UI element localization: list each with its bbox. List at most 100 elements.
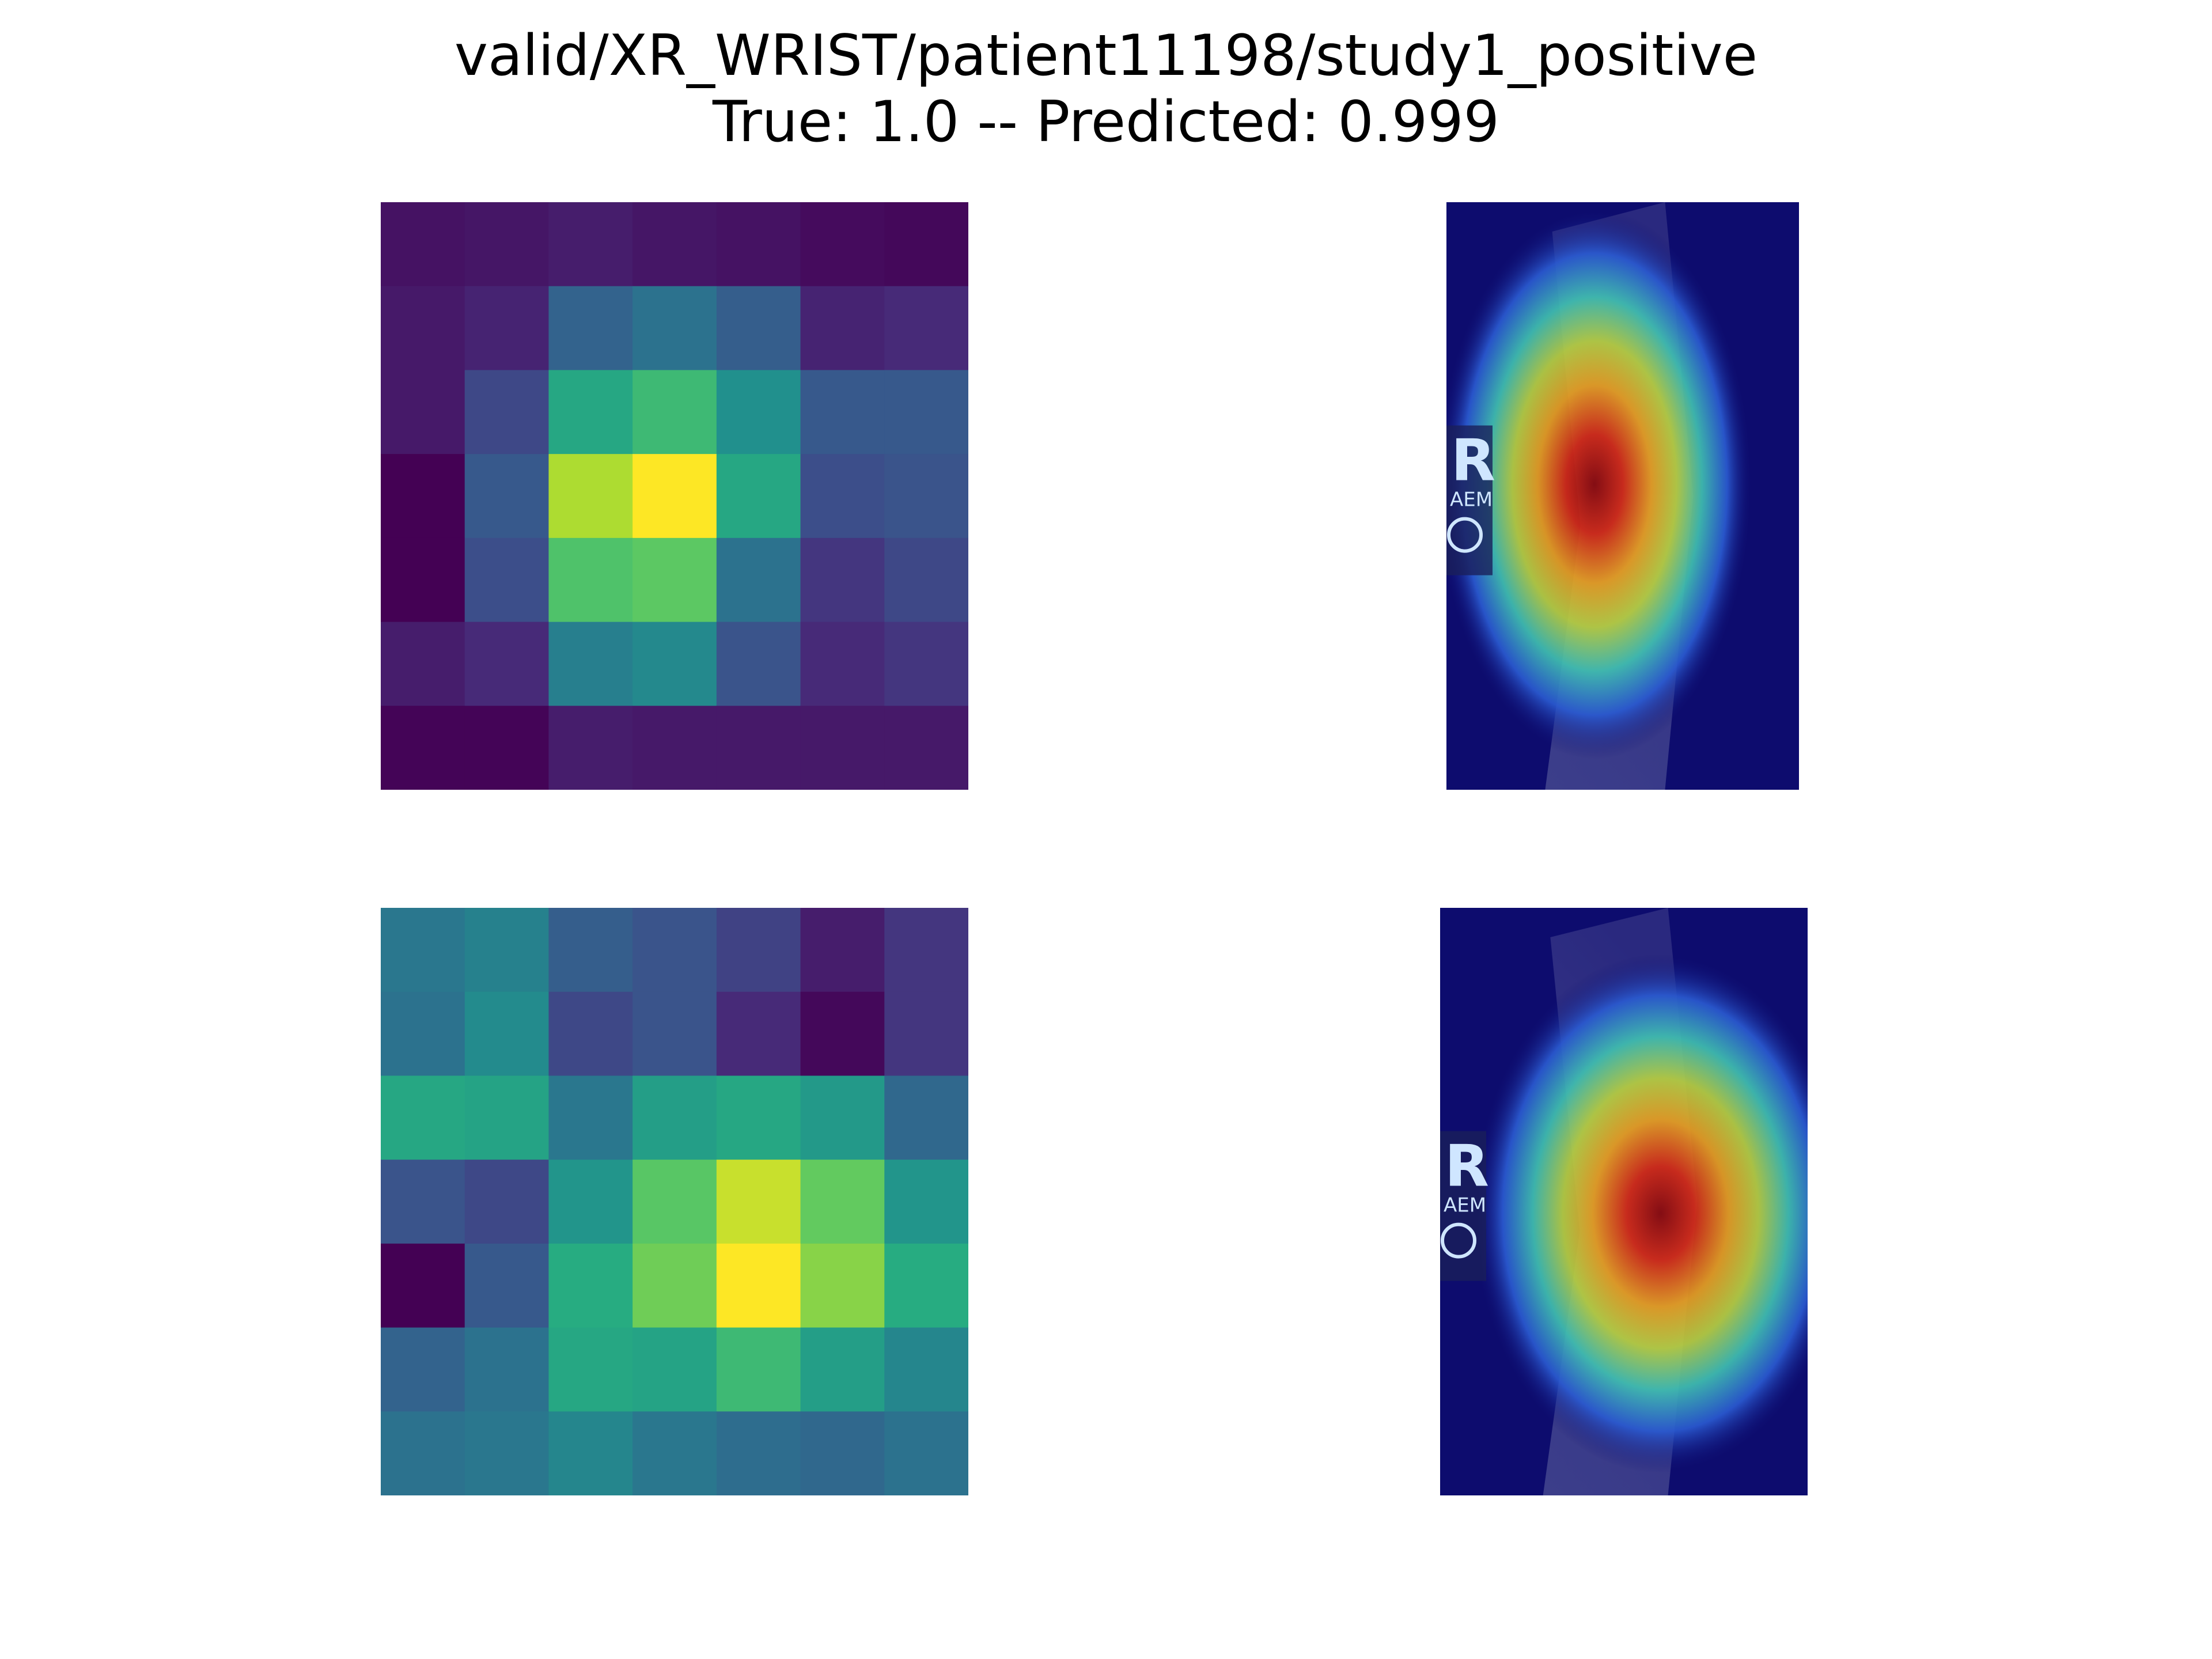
heatmap-bottom-cell-r5-c6 <box>884 1327 968 1412</box>
heatmap-top-cell-r3-c0 <box>381 454 465 539</box>
heatmap-top-cell-r5-c4 <box>716 622 801 706</box>
xray-overlay-top: R AEM <box>1446 202 1799 790</box>
heatmap-top-cell-r4-c1 <box>464 537 549 623</box>
heatmap-top-cell-r2-c3 <box>632 370 717 454</box>
heatmap-bottom-cell-r3-c0 <box>381 1160 465 1244</box>
overlay-bottom-activation-hotspot <box>1472 953 1808 1474</box>
heatmap-bottom-cell-r0-c3 <box>632 908 717 993</box>
heatmap-top <box>381 202 968 790</box>
heatmap-top-cell-r2-c0 <box>381 370 465 454</box>
heatmap-bottom-cell-r1-c3 <box>632 991 717 1076</box>
heatmap-top-cell-r5-c2 <box>548 622 633 706</box>
heatmap-top-cell-r1-c5 <box>800 286 885 370</box>
heatmap-bottom-cell-r2-c3 <box>632 1075 717 1160</box>
heatmap-top-cell-r3-c2 <box>548 454 633 539</box>
heatmap-bottom <box>381 908 968 1495</box>
heatmap-bottom-cell-r1-c2 <box>548 991 633 1076</box>
title-line-2: True: 1.0 -- Predicted: 0.999 <box>713 89 1499 155</box>
heatmap-bottom-cell-r1-c1 <box>464 991 549 1076</box>
heatmap-top-cell-r3-c6 <box>884 454 968 539</box>
heatmap-bottom-cell-r6-c2 <box>548 1411 633 1495</box>
heatmap-bottom-cell-r1-c5 <box>800 991 885 1076</box>
heatmap-top-cell-r5-c3 <box>632 622 717 706</box>
heatmap-bottom-cell-r5-c0 <box>381 1327 465 1412</box>
heatmap-top-cell-r1-c4 <box>716 286 801 370</box>
heatmap-bottom-cell-r2-c6 <box>884 1075 968 1160</box>
heatmap-top-cell-r2-c5 <box>800 370 885 454</box>
heatmap-top-cell-r2-c4 <box>716 370 801 454</box>
figure-title: valid/XR_WRIST/patient11198/study1_posit… <box>0 23 2212 156</box>
heatmap-top-cell-r1-c3 <box>632 286 717 370</box>
heatmap-top-cell-r3-c3 <box>632 454 717 539</box>
heatmap-bottom-cell-r5-c1 <box>464 1327 549 1412</box>
heatmap-bottom-cell-r5-c4 <box>716 1327 801 1412</box>
heatmap-top-cell-r0-c5 <box>800 202 885 287</box>
heatmap-top-cell-r6-c4 <box>716 706 801 790</box>
heatmap-bottom-cell-r6-c4 <box>716 1411 801 1495</box>
heatmap-top-cell-r0-c6 <box>884 202 968 287</box>
heatmap-bottom-cell-r2-c0 <box>381 1075 465 1160</box>
heatmap-bottom-cell-r4-c3 <box>632 1243 717 1328</box>
heatmap-top-cell-r5-c0 <box>381 622 465 706</box>
heatmap-bottom-cell-r1-c0 <box>381 991 465 1076</box>
heatmap-top-cell-r6-c0 <box>381 706 465 790</box>
overlay-top-marker-letter: R <box>1451 427 1495 494</box>
xray-overlay-bottom: R AEM <box>1440 908 1808 1495</box>
heatmap-bottom-cell-r4-c4 <box>716 1243 801 1328</box>
heatmap-top-cell-r2-c6 <box>884 370 968 454</box>
heatmap-top-cell-r0-c1 <box>464 202 549 287</box>
heatmap-top-cell-r4-c4 <box>716 537 801 623</box>
overlay-bottom-marker-sub: AEM <box>1444 1194 1486 1217</box>
heatmap-top-cell-r3-c5 <box>800 454 885 539</box>
heatmap-top-cell-r6-c2 <box>548 706 633 790</box>
heatmap-bottom-cell-r3-c4 <box>716 1160 801 1244</box>
heatmap-top-cell-r1-c1 <box>464 286 549 370</box>
heatmap-bottom-cell-r4-c1 <box>464 1243 549 1328</box>
heatmap-bottom-cell-r1-c4 <box>716 991 801 1076</box>
heatmap-bottom-cell-r6-c6 <box>884 1411 968 1495</box>
heatmap-bottom-cell-r3-c6 <box>884 1160 968 1244</box>
heatmap-top-cell-r0-c3 <box>632 202 717 287</box>
heatmap-top-cell-r1-c6 <box>884 286 968 370</box>
heatmap-bottom-cell-r3-c2 <box>548 1160 633 1244</box>
heatmap-bottom-cell-r0-c2 <box>548 908 633 993</box>
heatmap-bottom-cell-r0-c1 <box>464 908 549 993</box>
overlay-top-activation-hotspot <box>1446 209 1753 759</box>
heatmap-bottom-cell-r0-c6 <box>884 908 968 993</box>
heatmap-top-cell-r4-c5 <box>800 537 885 623</box>
heatmap-top-cell-r4-c2 <box>548 537 633 623</box>
heatmap-bottom-cell-r3-c1 <box>464 1160 549 1244</box>
heatmap-top-svg <box>381 202 968 790</box>
overlay-top-marker-sub: AEM <box>1450 488 1493 512</box>
heatmap-top-cell-r4-c0 <box>381 537 465 623</box>
title-line-1: valid/XR_WRIST/patient11198/study1_posit… <box>454 23 1758 89</box>
heatmap-top-cell-r4-c6 <box>884 537 968 623</box>
heatmap-top-cell-r6-c1 <box>464 706 549 790</box>
heatmap-top-cell-r5-c6 <box>884 622 968 706</box>
heatmap-bottom-cell-r3-c3 <box>632 1160 717 1244</box>
heatmap-bottom-cell-r5-c5 <box>800 1327 885 1412</box>
heatmap-bottom-cell-r2-c1 <box>464 1075 549 1160</box>
heatmap-bottom-cell-r4-c5 <box>800 1243 885 1328</box>
heatmap-top-cell-r1-c2 <box>548 286 633 370</box>
heatmap-top-cell-r1-c0 <box>381 286 465 370</box>
heatmap-top-cell-r5-c1 <box>464 622 549 706</box>
heatmap-bottom-cell-r2-c5 <box>800 1075 885 1160</box>
heatmap-bottom-cell-r3-c5 <box>800 1160 885 1244</box>
overlay-bottom-marker-circle <box>1441 1222 1476 1259</box>
heatmap-bottom-cell-r6-c0 <box>381 1411 465 1495</box>
heatmap-bottom-cell-r4-c0 <box>381 1243 465 1328</box>
heatmap-bottom-cell-r0-c0 <box>381 908 465 993</box>
heatmap-bottom-cell-r4-c6 <box>884 1243 968 1328</box>
heatmap-top-cell-r0-c0 <box>381 202 465 287</box>
heatmap-top-cell-r6-c3 <box>632 706 717 790</box>
heatmap-top-cell-r2-c2 <box>548 370 633 454</box>
heatmap-bottom-cell-r0-c5 <box>800 908 885 993</box>
heatmap-top-cell-r0-c4 <box>716 202 801 287</box>
heatmap-top-cell-r3-c4 <box>716 454 801 539</box>
heatmap-bottom-cell-r2-c4 <box>716 1075 801 1160</box>
heatmap-bottom-cell-r5-c2 <box>548 1327 633 1412</box>
heatmap-top-cell-r3-c1 <box>464 454 549 539</box>
